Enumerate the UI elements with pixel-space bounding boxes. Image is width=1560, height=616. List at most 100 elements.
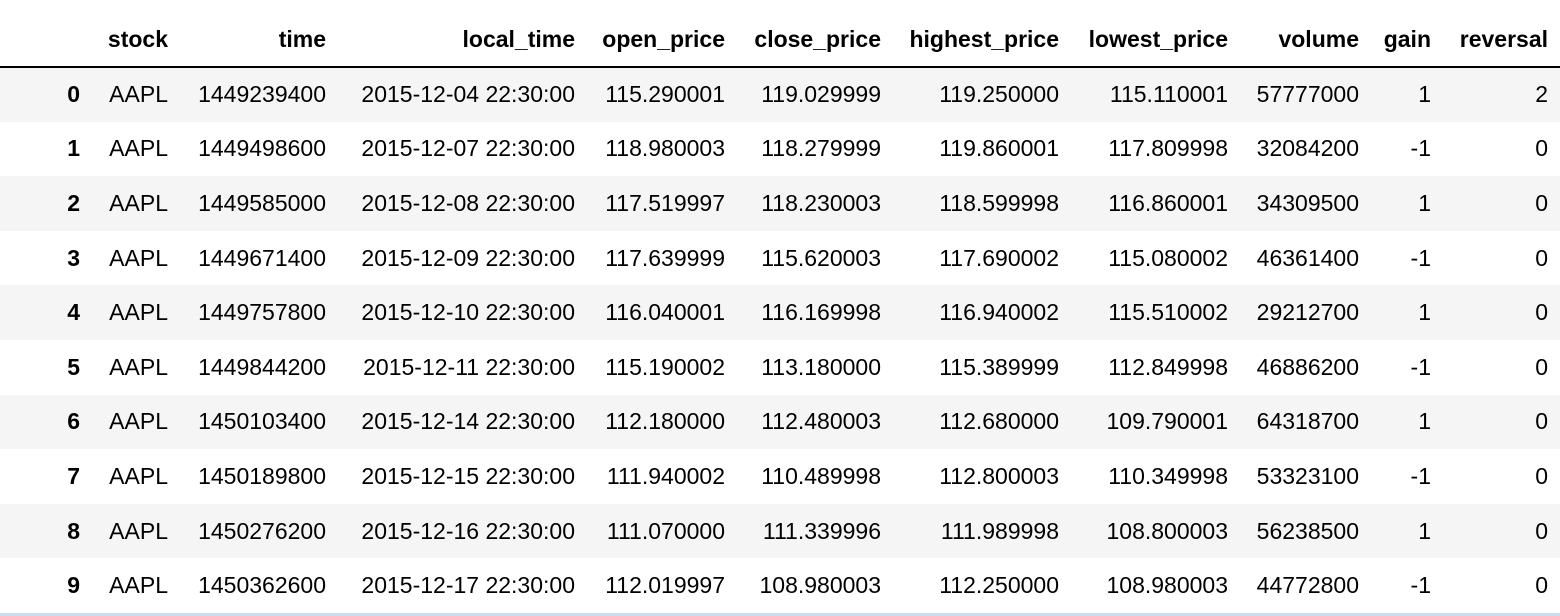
cell-close-price: 110.489998 (761, 462, 881, 489)
cell-local-time: 2015-12-04 22:30:00 (361, 81, 575, 108)
cell-volume: 46361400 (1256, 244, 1359, 271)
header-volume: volume (1240, 12, 1371, 68)
cell-reversal: 0 (1535, 299, 1548, 326)
cell-open-price: 112.019997 (605, 572, 725, 599)
table-row: 1 AAPL 1449498600 2015-12-07 22:30:00 11… (0, 121, 1560, 177)
cell-lowest-price: 117.809998 (1108, 135, 1228, 162)
cell-local-time: 2015-12-14 22:30:00 (361, 408, 575, 435)
table-row: 5 AAPL 1449844200 2015-12-11 22:30:00 11… (0, 339, 1560, 395)
cell-open-price: 111.940002 (606, 462, 725, 489)
row-index: 7 (67, 462, 80, 489)
cell-reversal: 0 (1535, 517, 1548, 544)
cell-close-price: 118.230003 (761, 189, 881, 216)
cell-stock: AAPL (109, 244, 168, 271)
cell-time: 1449844200 (198, 353, 326, 380)
cell-volume: 34309500 (1256, 189, 1359, 216)
cell-volume: 32084200 (1256, 135, 1359, 162)
header-time: time (180, 12, 338, 68)
row-index: 2 (67, 189, 80, 216)
header-gain: gain (1371, 12, 1443, 68)
dataframe-table: stock time local_time open_price close_p… (0, 12, 1560, 613)
cell-volume: 44772800 (1256, 572, 1359, 599)
table-row: 4 AAPL 1449757800 2015-12-10 22:30:00 11… (0, 285, 1560, 340)
cell-close-price: 118.279999 (761, 135, 881, 162)
cell-gain: -1 (1410, 135, 1431, 162)
cell-time: 1449671400 (198, 244, 326, 271)
cell-time: 1450362600 (198, 572, 326, 599)
cell-highest-price: 111.989998 (940, 517, 1059, 544)
cell-stock: AAPL (109, 462, 168, 489)
cell-lowest-price: 115.080002 (1108, 244, 1228, 271)
header-highest-price: highest_price (893, 12, 1071, 68)
cell-open-price: 118.980003 (605, 135, 725, 162)
header-reversal: reversal (1443, 12, 1560, 68)
cell-local-time: 2015-12-17 22:30:00 (361, 572, 575, 599)
cell-open-price: 116.040001 (605, 299, 725, 326)
row-index: 6 (67, 408, 80, 435)
cell-close-price: 116.169998 (761, 299, 881, 326)
cell-open-price: 117.519997 (605, 189, 725, 216)
cell-reversal: 0 (1535, 462, 1548, 489)
row-index: 1 (67, 135, 80, 162)
row-index: 0 (67, 81, 80, 108)
output-area-bottom-border (0, 613, 1560, 616)
table-row: 9 AAPL 1450362600 2015-12-17 22:30:00 11… (0, 558, 1560, 613)
cell-reversal: 0 (1535, 244, 1548, 271)
cell-open-price: 112.180000 (605, 408, 725, 435)
cell-highest-price: 118.599998 (939, 189, 1059, 216)
cell-stock: AAPL (109, 81, 168, 108)
cell-reversal: 0 (1535, 353, 1548, 380)
header-close-price: close_price (737, 12, 893, 68)
row-index: 8 (67, 517, 80, 544)
table-row: 7 AAPL 1450189800 2015-12-15 22:30:00 11… (0, 449, 1560, 504)
cell-lowest-price: 108.800003 (1106, 517, 1228, 544)
cell-local-time: 2015-12-07 22:30:00 (361, 135, 575, 162)
cell-highest-price: 115.389999 (939, 353, 1059, 380)
cell-reversal: 0 (1535, 408, 1548, 435)
cell-reversal: 0 (1535, 189, 1548, 216)
row-index: 3 (67, 244, 80, 271)
cell-lowest-price: 108.980003 (1106, 572, 1228, 599)
cell-stock: AAPL (109, 408, 168, 435)
cell-highest-price: 119.860001 (939, 135, 1059, 162)
cell-time: 1450103400 (198, 408, 326, 435)
cell-close-price: 119.029999 (761, 81, 881, 108)
cell-lowest-price: 116.860001 (1108, 189, 1228, 216)
cell-volume: 57777000 (1256, 81, 1359, 108)
cell-gain: 1 (1418, 299, 1431, 326)
table-row: 0 AAPL 1449239400 2015-12-04 22:30:00 11… (0, 67, 1560, 122)
row-index: 4 (67, 299, 80, 326)
cell-close-price: 115.620003 (761, 244, 881, 271)
cell-stock: AAPL (109, 135, 168, 162)
cell-gain: -1 (1410, 462, 1431, 489)
header-row: stock time local_time open_price close_p… (0, 12, 1560, 68)
cell-highest-price: 112.680000 (939, 408, 1059, 435)
cell-time: 1449757800 (198, 299, 326, 326)
cell-gain: -1 (1410, 353, 1431, 380)
cell-close-price: 111.339996 (762, 517, 881, 544)
cell-stock: AAPL (109, 353, 168, 380)
cell-volume: 56238500 (1256, 517, 1359, 544)
table-row: 6 AAPL 1450103400 2015-12-14 22:30:00 11… (0, 394, 1560, 450)
row-index: 5 (67, 353, 80, 380)
cell-volume: 46886200 (1256, 353, 1359, 380)
header-local-time: local_time (338, 12, 587, 68)
cell-reversal: 0 (1535, 135, 1548, 162)
header-index (0, 12, 92, 68)
cell-highest-price: 116.940002 (939, 299, 1059, 326)
cell-time: 1449239400 (198, 81, 326, 108)
cell-open-price: 115.290001 (605, 81, 725, 108)
cell-gain: -1 (1410, 244, 1431, 271)
cell-stock: AAPL (109, 189, 168, 216)
row-index: 9 (67, 572, 80, 599)
cell-local-time: 2015-12-16 22:30:00 (361, 517, 575, 544)
cell-close-price: 112.480003 (761, 408, 881, 435)
cell-stock: AAPL (109, 299, 168, 326)
cell-local-time: 2015-12-11 22:30:00 (363, 353, 575, 380)
cell-open-price: 111.070000 (606, 517, 725, 544)
cell-close-price: 108.980003 (759, 572, 881, 599)
cell-local-time: 2015-12-15 22:30:00 (361, 462, 575, 489)
cell-reversal: 2 (1535, 81, 1548, 108)
cell-highest-price: 112.250000 (939, 572, 1059, 599)
table-row: 8 AAPL 1450276200 2015-12-16 22:30:00 11… (0, 503, 1560, 559)
